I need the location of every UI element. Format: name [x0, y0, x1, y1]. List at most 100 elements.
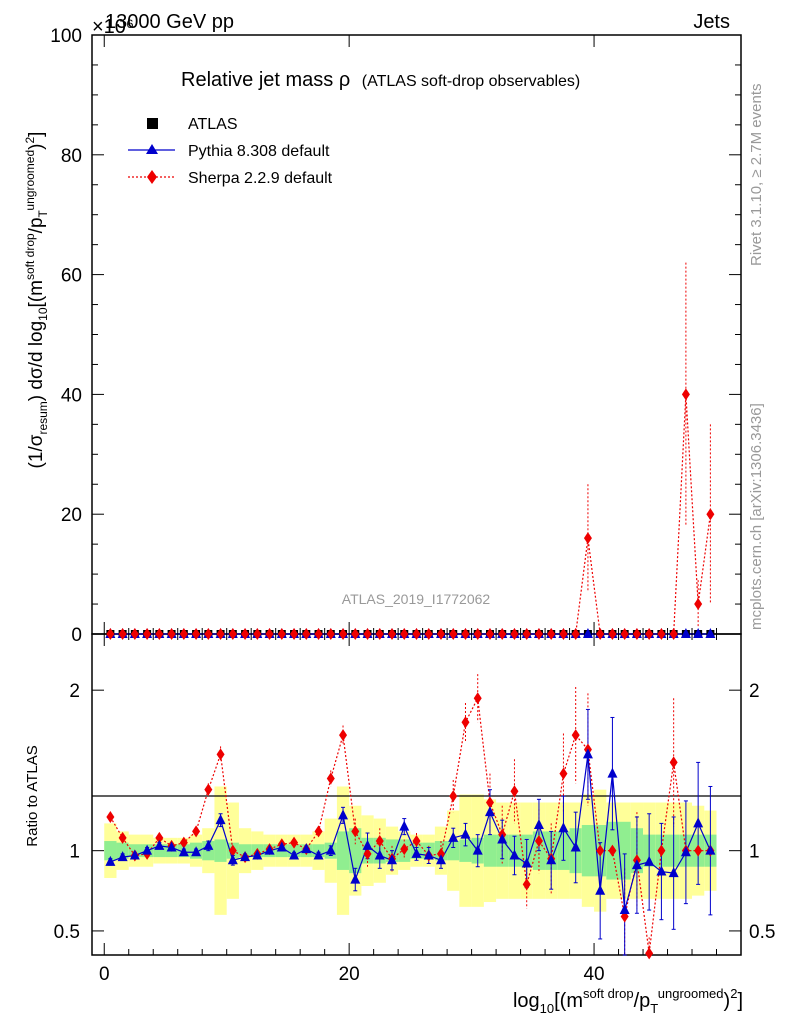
- sherpa-main-point: [302, 628, 311, 640]
- pythia-ratio-point: [656, 865, 667, 876]
- pythia-ratio-point: [129, 849, 140, 860]
- ratio-band-inner: [116, 842, 129, 859]
- sherpa-ratio-point: [290, 836, 299, 849]
- pythia-ratio-point: [644, 855, 655, 866]
- sherpa-main-point: [510, 628, 519, 640]
- sherpa-ratio-point: [669, 756, 678, 769]
- sherpa-ratio-point: [216, 748, 225, 761]
- sherpa-main-point: [473, 628, 482, 640]
- pythia-ratio-point: [558, 822, 569, 833]
- sherpa-main-point: [192, 628, 201, 640]
- ratio-band-inner: [447, 841, 460, 861]
- sherpa-ratio-point: [204, 783, 213, 796]
- pythia-ratio-point: [142, 844, 153, 855]
- sherpa-ratio-point: [436, 847, 445, 860]
- sherpa-ratio-point: [473, 692, 482, 705]
- pythia-main-point: [582, 628, 593, 638]
- chart-title: Relative jet mass ρ (ATLAS soft-drop obs…: [181, 69, 580, 91]
- pythia-ratio-point: [325, 844, 336, 855]
- pythia-ratio-point: [301, 843, 312, 854]
- sherpa-main-point: [498, 628, 507, 640]
- sherpa-ratio-point: [179, 836, 188, 849]
- pythia-ratio-point: [411, 847, 422, 858]
- sherpa-ratio-point: [485, 796, 494, 809]
- y-tick-label-ratio-right: 0.5: [749, 922, 775, 943]
- pythia-ratio-point: [362, 839, 373, 850]
- sherpa-ratio-point: [228, 844, 237, 857]
- pythia-ratio-point: [497, 833, 508, 844]
- sherpa-main-point: [400, 628, 409, 640]
- sherpa-main-point: [388, 628, 397, 640]
- pythia-ratio-point: [178, 846, 189, 857]
- sherpa-main-point: [706, 508, 715, 521]
- sherpa-main-point: [681, 388, 690, 401]
- analysis-id: ATLAS_2019_I1772062: [342, 591, 491, 607]
- y-tick-label-main: 60: [61, 266, 82, 287]
- pythia-ratio-point: [276, 841, 287, 852]
- sherpa-ratio-point: [608, 844, 617, 857]
- pythia-ratio-point: [619, 904, 630, 915]
- main-series-group: [105, 262, 716, 640]
- pythia-ratio-line: [110, 754, 711, 911]
- sherpa-ratio-point: [339, 729, 348, 742]
- sherpa-main-point: [534, 628, 543, 640]
- sherpa-main-point: [424, 628, 433, 640]
- sherpa-main-point: [314, 628, 323, 640]
- ratio-band-inner: [336, 831, 350, 870]
- pythia-ratio-point: [631, 859, 642, 870]
- sherpa-ratio-point: [314, 825, 323, 838]
- ratio-band-inner: [618, 821, 631, 880]
- pythia-ratio-point: [435, 854, 446, 865]
- x-tick-label: 0: [99, 964, 110, 985]
- y-tick-label-ratio: 2: [69, 681, 80, 702]
- pythia-ratio-point: [484, 806, 495, 817]
- legend-pythia-label: Pythia 8.308 default: [188, 143, 330, 160]
- y-tick-label-ratio-right: 1: [749, 842, 760, 863]
- pythia-ratio-point: [399, 820, 410, 831]
- sherpa-main-point: [204, 628, 213, 640]
- pythia-ratio-point: [166, 841, 177, 852]
- rivet-label: Rivet 3.1.10, ≥ 2.7M events: [748, 84, 765, 267]
- sherpa-ratio-point: [645, 947, 654, 960]
- category-label: Jets: [693, 11, 730, 33]
- pythia-ratio-point: [460, 828, 471, 839]
- chart-title-main: Relative jet mass ρ: [181, 69, 350, 91]
- sherpa-main-point: [375, 628, 384, 640]
- ratio-band-inner: [104, 841, 117, 861]
- sherpa-main-point: [485, 628, 494, 640]
- ratio-band-inner: [459, 839, 472, 862]
- pythia-ratio-point: [570, 841, 581, 852]
- sherpa-main-point: [130, 628, 139, 640]
- sherpa-main-point: [571, 628, 580, 640]
- pythia-ratio-point: [350, 873, 361, 884]
- legend-atlas-marker: [147, 118, 158, 129]
- pythia-ratio-point: [338, 809, 349, 820]
- sherpa-main-point: [143, 628, 152, 640]
- pythia-ratio-point: [374, 849, 385, 860]
- sherpa-main-point: [694, 598, 703, 611]
- ratio-band-inner: [214, 839, 227, 862]
- sherpa-main-point: [669, 628, 678, 640]
- sherpa-ratio-point: [522, 878, 531, 891]
- sherpa-main-point: [118, 628, 127, 640]
- ratio-plot-frame: [91, 633, 742, 956]
- sherpa-main-point: [155, 628, 164, 640]
- sherpa-main-point: [657, 628, 666, 640]
- ratio-band-inner: [581, 824, 595, 877]
- sherpa-ratio-point: [412, 835, 421, 848]
- pythia-ratio-point: [105, 855, 116, 866]
- sherpa-main-point: [106, 628, 115, 640]
- sherpa-ratio-point: [461, 716, 470, 729]
- sherpa-main-point: [326, 628, 335, 640]
- pythia-ratio-point: [595, 884, 606, 895]
- pythia-ratio-point: [289, 849, 300, 860]
- pythia-main-point: [693, 628, 704, 638]
- sherpa-ratio-point: [571, 729, 580, 742]
- sherpa-main-point: [228, 628, 237, 640]
- legend: ATLAS Pythia 8.308 default Sherpa 2.2.9 …: [128, 116, 333, 187]
- pythia-ratio-point: [203, 839, 214, 850]
- sherpa-ratio-point: [694, 844, 703, 857]
- sherpa-main-point: [351, 628, 360, 640]
